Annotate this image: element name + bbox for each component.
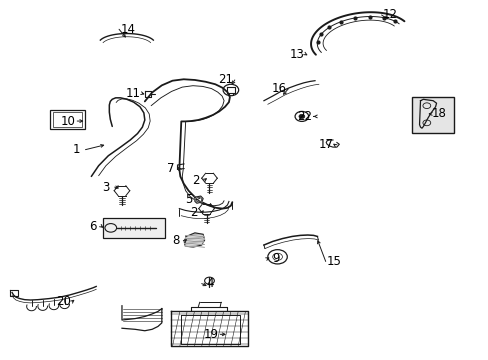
Text: 13: 13 bbox=[289, 48, 304, 61]
Text: 10: 10 bbox=[61, 114, 76, 127]
Text: 7: 7 bbox=[166, 162, 174, 175]
Text: 12: 12 bbox=[382, 9, 397, 22]
FancyBboxPatch shape bbox=[102, 217, 164, 238]
Text: 2: 2 bbox=[189, 206, 197, 219]
Polygon shape bbox=[184, 233, 204, 247]
Text: 11: 11 bbox=[126, 87, 141, 100]
Text: 21: 21 bbox=[218, 73, 233, 86]
Circle shape bbox=[298, 114, 304, 118]
Text: 2: 2 bbox=[192, 174, 199, 186]
Text: 3: 3 bbox=[102, 181, 109, 194]
Text: 5: 5 bbox=[184, 193, 192, 206]
FancyBboxPatch shape bbox=[50, 111, 85, 129]
Text: 16: 16 bbox=[271, 82, 286, 95]
Text: 14: 14 bbox=[120, 23, 135, 36]
Text: 15: 15 bbox=[326, 255, 341, 268]
Text: 19: 19 bbox=[203, 328, 219, 341]
Text: 20: 20 bbox=[56, 295, 71, 308]
Text: 17: 17 bbox=[318, 139, 333, 152]
Circle shape bbox=[196, 198, 201, 202]
Text: 8: 8 bbox=[172, 234, 180, 247]
Text: 4: 4 bbox=[206, 277, 214, 290]
FancyBboxPatch shape bbox=[411, 97, 453, 133]
Text: 18: 18 bbox=[431, 107, 446, 120]
Text: 22: 22 bbox=[297, 110, 312, 123]
FancyBboxPatch shape bbox=[53, 112, 82, 127]
Polygon shape bbox=[195, 196, 203, 203]
Text: 1: 1 bbox=[73, 143, 81, 156]
Text: 9: 9 bbox=[272, 252, 279, 265]
Text: 6: 6 bbox=[89, 220, 96, 233]
